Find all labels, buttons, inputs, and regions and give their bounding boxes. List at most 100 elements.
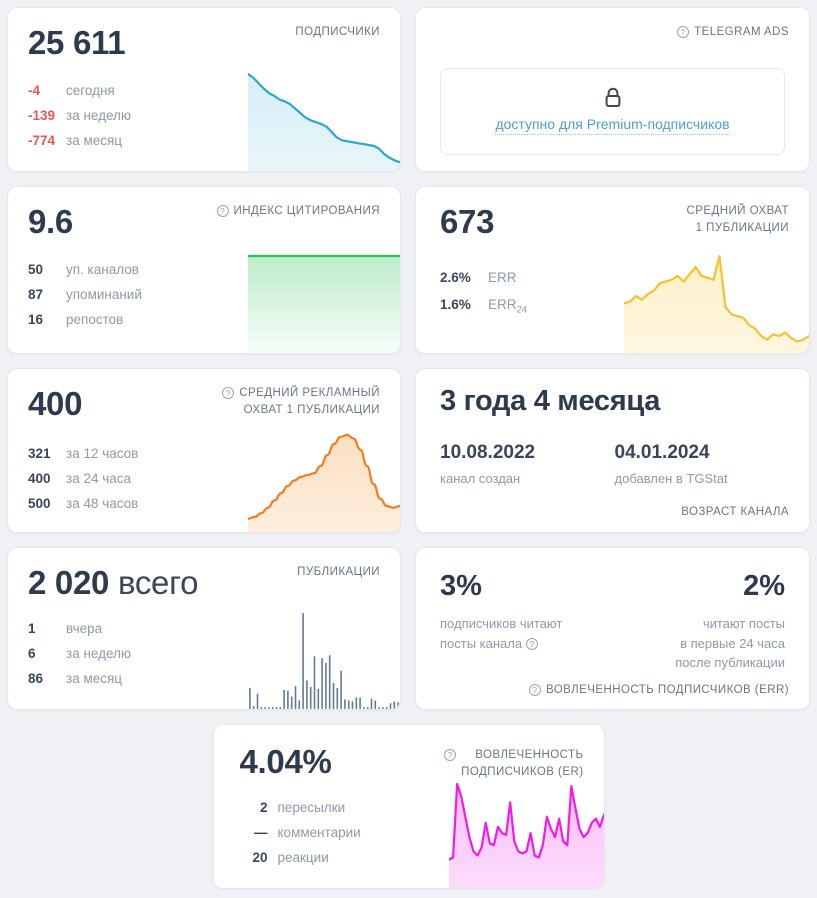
- metric-label: за 12 часов: [66, 446, 139, 461]
- engagement-er-card: ? ВОВЛЕЧЕННОСТЬ ПОДПИСЧИКОВ (ER) 4.04% 2…: [212, 724, 605, 889]
- publications-bars: [249, 613, 399, 709]
- engagement-err-footer: ? ВОВЛЕЧЕННОСТЬ ПОДПИСЧИКОВ (ERR): [529, 684, 789, 696]
- help-circle-icon[interactable]: ?: [216, 205, 229, 217]
- metric-value: 1.6%: [440, 297, 471, 312]
- err-right-percent: 2%: [743, 570, 785, 602]
- metric-label: за неделю: [66, 108, 132, 123]
- avg-reach-value: 673: [440, 203, 495, 240]
- subscribers-value: 25 611: [28, 24, 126, 61]
- telegram-ads-title: TELEGRAM ADS: [694, 26, 789, 38]
- engagement-err-footer-label: ВОВЛЕЧЕННОСТЬ ПОДПИСЧИКОВ (ERR): [546, 684, 789, 696]
- engagement-er-sparkline: [448, 781, 604, 888]
- subscribers-metrics: -4 сегодня -139 за неделю -774 за месяц: [28, 83, 380, 148]
- channel-age-value: 3 года 4 месяца: [440, 385, 661, 417]
- channel-created-label: канал создан: [440, 471, 521, 486]
- subscribers-sparkline: [248, 71, 400, 171]
- citation-index-card: ? ИНДЕКС ЦИТИРОВАНИЯ 9.6 50 уп. каналов 8…: [7, 186, 401, 354]
- publications-header: ПУБЛИКАЦИИ: [297, 564, 380, 581]
- ad-reach-metrics: 321 за 12 часов 400 за 24 часа 500 за 48 ча…: [28, 446, 380, 511]
- help-circle-icon[interactable]: ?: [222, 387, 235, 399]
- metric-label: за неделю: [66, 646, 132, 661]
- metric-label: упоминаний: [66, 287, 142, 302]
- metric-value: —: [254, 825, 268, 840]
- channel-created-date: 10.08.2022: [440, 442, 536, 463]
- metric-value: 2.6%: [440, 270, 471, 285]
- metric-row: 1.6% ERR24: [440, 297, 789, 316]
- metric-value: -4: [28, 83, 41, 98]
- engagement-er-header: ? ВОВЛЕЧЕННОСТЬ ПОДПИСЧИКОВ (ER): [444, 747, 583, 780]
- metric-row: 6 за неделю: [28, 646, 380, 661]
- ad-reach-card: ? СРЕДНИЙ РЕКЛАМНЫЙ ОХВАТ 1 ПУБЛИКАЦИИ 4…: [7, 368, 401, 533]
- metric-row: 1 вчера: [28, 621, 380, 636]
- metric-value: -139: [28, 108, 56, 123]
- avg-reach-header: СРЕДНИЙ ОХВАТ 1 ПУБЛИКАЦИИ: [687, 203, 790, 236]
- metric-value: 500: [28, 496, 51, 511]
- avg-reach-card: СРЕДНИЙ ОХВАТ 1 ПУБЛИКАЦИИ 673 2.6% ERR …: [415, 186, 810, 354]
- metric-label: за месяц: [66, 133, 123, 148]
- metric-row: 2.6% ERR: [440, 270, 789, 285]
- engagement-err-values: 3% подписчиков читают посты канала ? 2% …: [440, 572, 785, 673]
- citation-index-value: 9.6: [28, 203, 73, 240]
- help-circle-icon[interactable]: ?: [525, 638, 538, 651]
- metric-label: за 24 часа: [66, 471, 132, 486]
- publications-card: ПУБЛИКАЦИИ 2 020 всего 1 вчера 6 за неделю…: [7, 547, 401, 710]
- citation-index-title: ИНДЕКС ЦИТИРОВАНИЯ: [233, 205, 380, 217]
- metric-row: 400 за 24 часа: [28, 471, 380, 486]
- channel-created-block: 10.08.2022 канал создан: [440, 442, 615, 486]
- help-circle-icon[interactable]: ?: [444, 749, 457, 761]
- metric-row: — комментарии: [240, 825, 584, 840]
- subscribers-card: ПОДПИСЧИКИ 25 611 -4 сегодня -139 за недел…: [7, 7, 401, 172]
- metric-value: 400: [28, 471, 51, 486]
- metric-row: -774 за месяц: [28, 133, 380, 148]
- citation-index-metrics: 50 уп. каналов 87 упоминаний 16 репостов: [28, 262, 380, 327]
- avg-reach-title-line2: 1 ПУБЛИКАЦИИ: [695, 221, 789, 234]
- ad-reach-value: 400: [28, 385, 83, 422]
- err-left-percent: 3%: [440, 570, 482, 602]
- metric-row: -139 за неделю: [28, 108, 380, 123]
- lock-icon: [605, 87, 620, 107]
- metric-label: реакции: [277, 850, 329, 865]
- ad-reach-header: ? СРЕДНИЙ РЕКЛАМНЫЙ ОХВАТ 1 ПУБЛИКАЦИИ: [222, 385, 380, 418]
- telegram-ads-card: ? TELEGRAM ADS доступно для Premium-подп…: [415, 7, 810, 172]
- metric-value: 6: [28, 646, 36, 661]
- publications-title: ПУБЛИКАЦИИ: [297, 566, 380, 578]
- metric-label: сегодня: [66, 83, 115, 98]
- premium-lock-box: доступно для Premium-подписчиков: [440, 68, 785, 155]
- subscribers-card-header: ПОДПИСЧИКИ: [295, 24, 380, 41]
- channel-added-label: добавлен в TGStat: [614, 471, 728, 486]
- metric-row: 500 за 48 часов: [28, 496, 380, 511]
- channel-age-dates: 10.08.2022 канал создан 04.01.2024 добав…: [440, 442, 789, 486]
- stats-row-1: ПОДПИСЧИКИ 25 611 -4 сегодня -139 за недел…: [7, 7, 810, 172]
- metric-row: 16 репостов: [28, 312, 380, 327]
- metric-row: 87 упоминаний: [28, 287, 380, 302]
- ad-reach-title-line1: СРЕДНИЙ РЕКЛАМНЫЙ: [239, 387, 380, 399]
- premium-subscribers-link[interactable]: доступно для Premium-подписчиков: [495, 116, 730, 135]
- ad-reach-sparkline: [248, 432, 400, 532]
- publications-metrics: 1 вчера 6 за неделю 86 за месяц: [28, 621, 380, 686]
- metric-value: 86: [28, 671, 44, 686]
- metric-row: 20 реакции: [240, 850, 584, 865]
- metric-label: ERR24: [488, 297, 528, 316]
- engagement-er-title-line1: ВОВЛЕЧЕННОСТЬ: [475, 749, 584, 761]
- metric-label: уп. каналов: [66, 262, 139, 277]
- metric-row: -4 сегодня: [28, 83, 380, 98]
- stats-row-3: ? СРЕДНИЙ РЕКЛАМНЫЙ ОХВАТ 1 ПУБЛИКАЦИИ 4…: [7, 368, 810, 533]
- help-circle-icon[interactable]: ?: [677, 26, 690, 38]
- engagement-err-card: 3% подписчиков читают посты канала ? 2% …: [415, 547, 810, 710]
- metric-label: за месяц: [66, 671, 123, 686]
- metric-value: 1: [28, 621, 36, 636]
- stats-row-4: ПУБЛИКАЦИИ 2 020 всего 1 вчера 6 за неделю…: [7, 547, 810, 710]
- citation-index-header: ? ИНДЕКС ЦИТИРОВАНИЯ: [216, 203, 380, 220]
- metric-row: 321 за 12 часов: [28, 446, 380, 461]
- engagement-er-title-line2: ПОДПИСЧИКОВ (ER): [461, 765, 584, 778]
- engagement-er-value: 4.04%: [239, 743, 332, 780]
- metric-row: 50 уп. каналов: [28, 262, 380, 277]
- help-circle-icon[interactable]: ?: [529, 684, 542, 696]
- channel-age-card: 3 года 4 месяца 10.08.2022 канал создан …: [415, 368, 810, 533]
- metric-label: вчера: [66, 621, 103, 636]
- publications-value-suffix: всего: [117, 564, 199, 601]
- stats-row-2: ? ИНДЕКС ЦИТИРОВАНИЯ 9.6 50 уп. каналов 8…: [7, 186, 810, 354]
- err-left-text: подписчиков читают посты канала ?: [440, 616, 563, 651]
- err-right-text: читают посты в первые 24 часа после публ…: [675, 616, 785, 670]
